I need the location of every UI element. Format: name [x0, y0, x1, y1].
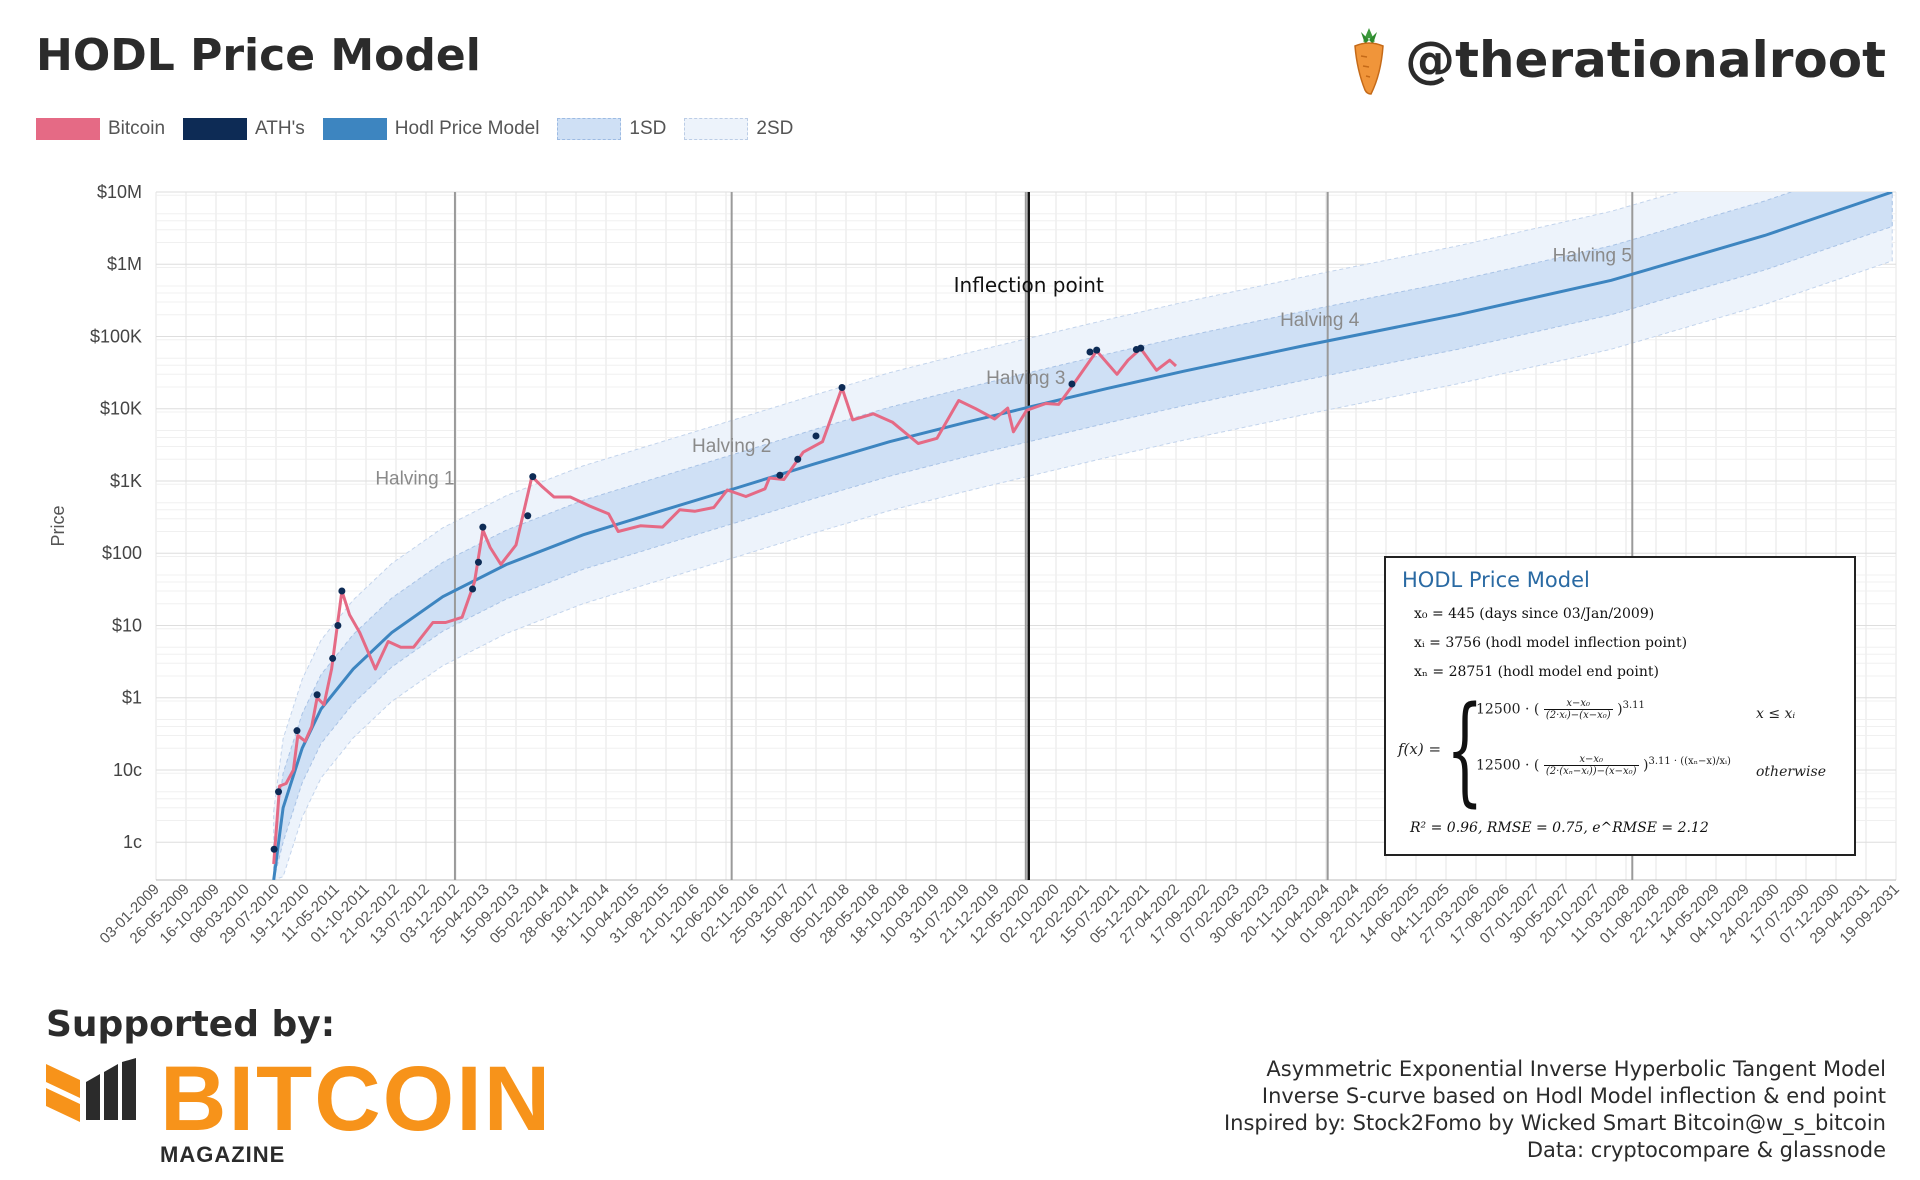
case1-cond: x ≤ xᵢ	[1756, 706, 1796, 722]
ath-point	[270, 845, 278, 853]
legend-label: 1SD	[629, 118, 667, 139]
case1-den: (2·xᵢ)−(x−x₀)	[1545, 710, 1611, 721]
legend-item-2sd[interactable]: 2SD	[684, 118, 793, 140]
carrot-icon	[1354, 28, 1384, 95]
footnote-line: Data: cryptocompare & glassnode	[1526, 1138, 1886, 1162]
ath-point	[1068, 380, 1076, 388]
legend: Bitcoin ATH's Hodl Price Model 1SD 2SD	[36, 118, 793, 140]
formula-case-2: 12500 · ( x−x₀ (2·(xₙ−xᵢ))−(x−x₀) )3.11 ·…	[1476, 754, 1731, 777]
y-tick-label: 10c	[113, 760, 142, 780]
legend-swatch	[557, 118, 622, 140]
case2-cond: otherwise	[1756, 764, 1826, 780]
chart-title: HODL Price Model	[36, 30, 481, 81]
ath-point	[313, 691, 321, 699]
case2-exp: 3.11 · ((xₙ−x)/xᵢ)	[1648, 755, 1731, 767]
ath-point	[334, 621, 342, 629]
halving-label: Halving 5	[1553, 245, 1632, 266]
y-tick-label: $1M	[107, 254, 142, 274]
formula-case-1: 12500 · ( x−x₀ (2·xᵢ)−(x−x₀) )3.11	[1476, 698, 1645, 721]
handle-text: @therationalroot	[1405, 31, 1886, 89]
ath-point	[524, 512, 532, 520]
case2-coef: 12500 ·	[1476, 757, 1530, 774]
formula-fx: f(x) =	[1398, 740, 1442, 758]
ath-point	[838, 383, 846, 391]
formula-xn: xₙ = 28751 (hodl model end point)	[1414, 664, 1659, 680]
formula-brace: {	[1446, 680, 1484, 818]
case1-num: x−x₀	[1543, 698, 1613, 710]
y-tick-label: 1c	[123, 832, 142, 852]
legend-item-1sd[interactable]: 1SD	[557, 118, 666, 140]
legend-swatch	[322, 118, 387, 140]
legend-swatch	[36, 118, 100, 140]
case2-den: (2·(xₙ−xᵢ))−(x−x₀)	[1545, 766, 1637, 777]
legend-label: Bitcoin	[108, 118, 166, 139]
ath-point	[1093, 346, 1101, 354]
legend-label: ATH's	[255, 118, 305, 139]
legend-item-ath[interactable]: ATH's	[183, 118, 305, 140]
legend-swatch	[684, 118, 749, 140]
footnotes: Asymmetric Exponential Inverse Hyperboli…	[1224, 1056, 1886, 1164]
ath-point	[469, 585, 477, 593]
case1-fraction: x−x₀ (2·xᵢ)−(x−x₀)	[1543, 698, 1613, 721]
supported-by-label: Supported by:	[46, 1004, 336, 1045]
formula-fit: R² = 0.96, RMSE = 0.75, e^RMSE = 2.12	[1410, 820, 1709, 836]
bitcoin-magazine-logo-icon	[46, 1058, 136, 1122]
ath-point	[794, 455, 802, 463]
inflection-label: Inflection point	[954, 273, 1104, 297]
y-tick-label: $1	[122, 688, 142, 708]
y-tick-label: $1K	[110, 471, 142, 491]
plot-area	[270, 192, 1893, 880]
ath-point	[338, 587, 346, 595]
ath-point	[812, 432, 820, 440]
y-tick-label: $10M	[97, 182, 142, 202]
case1-coef: 12500 ·	[1476, 701, 1530, 718]
ath-point	[275, 788, 283, 796]
y-tick-label: $10	[112, 615, 142, 635]
case2-fraction: x−x₀ (2·(xₙ−xᵢ))−(x−x₀)	[1543, 754, 1639, 777]
halving-label: Halving 4	[1280, 310, 1360, 331]
footnote-line: Asymmetric Exponential Inverse Hyperboli…	[1266, 1057, 1886, 1081]
ath-point	[479, 523, 487, 531]
y-axis-label: Price	[48, 505, 68, 546]
model-line	[272, 192, 1893, 880]
ath-point	[293, 727, 301, 735]
band-2sd	[273, 192, 1893, 880]
halving-label: Halving 3	[986, 368, 1065, 389]
ath-point	[474, 558, 482, 566]
ath-point	[1137, 344, 1145, 352]
formula-x0: x₀ = 445 (days since 03/Jan/2009)	[1414, 606, 1655, 622]
author-handle: @therationalroot	[1347, 24, 1886, 96]
bitcoin-magazine-logo: BITCOIN MAGAZINE	[46, 1048, 553, 1168]
ath-point	[329, 654, 337, 662]
price-chart: Halving 1 Halving 2 Halving 3 Halving 4 Halv…	[48, 182, 1903, 947]
formula-box: HODL Price Model x₀ = 445 (days since 03…	[1384, 556, 1856, 856]
halving-label: Halving 2	[692, 436, 771, 457]
ath-point	[1086, 348, 1094, 356]
band-1sd	[273, 192, 1893, 880]
legend-item-bitcoin[interactable]: Bitcoin	[36, 118, 165, 140]
y-tick-label: $100K	[90, 326, 142, 346]
ath-point	[529, 473, 537, 481]
y-tick-label: $100	[102, 543, 142, 563]
formula-xi: xᵢ = 3756 (hodl model inflection point)	[1414, 635, 1688, 651]
legend-swatch	[183, 118, 248, 140]
footnote-line: Inverse S-curve based on Hodl Model infl…	[1261, 1084, 1886, 1108]
logo-sub: MAGAZINE	[160, 1142, 286, 1167]
logo-text: BITCOIN MAGAZINE	[160, 1048, 553, 1168]
footnote-line: Inspired by: Stock2Fomo by Wicked Smart …	[1223, 1111, 1886, 1135]
formula-title: HODL Price Model	[1402, 568, 1590, 592]
legend-label: 2SD	[756, 118, 794, 139]
case1-exp: 3.11	[1622, 699, 1645, 711]
ath-point	[776, 471, 784, 479]
legend-label: Hodl Price Model	[394, 118, 540, 139]
case2-num: x−x₀	[1543, 754, 1639, 766]
legend-item-model[interactable]: Hodl Price Model	[322, 118, 540, 140]
logo-brand: BITCOIN	[160, 1048, 553, 1150]
halving-label: Halving 1	[375, 468, 454, 489]
y-tick-label: $10K	[100, 399, 142, 419]
bitcoin-line	[272, 347, 1178, 865]
